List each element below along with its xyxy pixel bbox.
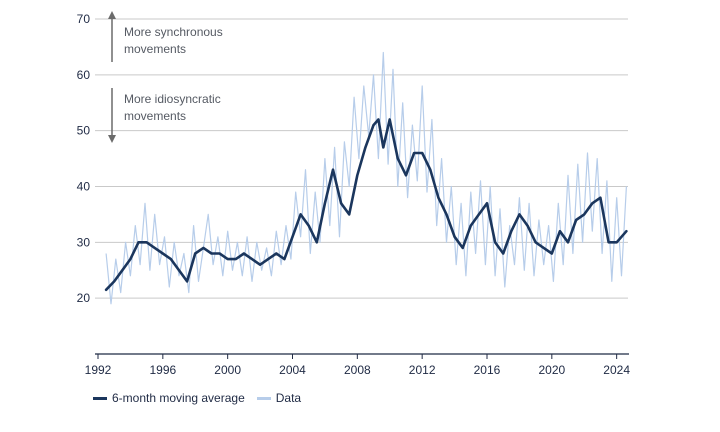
- x-tick-label-2016: 2016: [474, 363, 501, 377]
- down-arrowhead-icon: [108, 135, 116, 143]
- x-tick-label-2008: 2008: [344, 363, 371, 377]
- annotation-up-line-1: More synchronous: [124, 25, 223, 39]
- legend-swatch-moving-average: [93, 396, 107, 400]
- y-tick-label-30: 30: [77, 235, 91, 249]
- legend-swatch-data: [256, 396, 271, 400]
- x-tick-label-1996: 1996: [149, 363, 176, 377]
- y-tick-label-20: 20: [77, 291, 91, 305]
- legend-label-data: Data: [275, 391, 302, 405]
- series-line-moving-average: [104, 118, 628, 292]
- x-tick-label-2020: 2020: [538, 363, 565, 377]
- annotations: More synchronous movements More idiosync…: [108, 11, 223, 143]
- series-line-data: [105, 51, 627, 305]
- legend-item-data: Data: [256, 391, 302, 405]
- data-series: [105, 51, 627, 305]
- x-tick-label-2004: 2004: [279, 363, 306, 377]
- annotation-down-line-1: More idiosyncratic: [124, 92, 221, 106]
- legend-item-moving-average: 6-month moving average: [93, 391, 245, 405]
- annotation-down-line-2: movements: [124, 109, 186, 123]
- x-tick-label-1992: 1992: [85, 363, 112, 377]
- x-tick-label-2000: 2000: [214, 363, 241, 377]
- moving-average-series: [104, 118, 628, 292]
- y-tick-label-60: 60: [77, 68, 91, 82]
- y-tick-label-50: 50: [77, 124, 91, 138]
- y-tick-label-40: 40: [77, 180, 91, 194]
- x-tick-label-2024: 2024: [603, 363, 630, 377]
- y-tick-label-70: 70: [77, 12, 91, 26]
- x-tick-label-2012: 2012: [409, 363, 436, 377]
- legend-label-moving-average: 6-month moving average: [112, 391, 245, 405]
- x-axis-ticks: 1992 1996 2000 2004 2008 2012 2016 2020 2024: [85, 354, 630, 377]
- gridlines: [95, 18, 628, 299]
- up-arrowhead-icon: [108, 11, 116, 19]
- legend: 6-month moving average Data: [93, 391, 313, 405]
- y-axis-ticks: 20 30 40 50 60 70: [77, 12, 91, 305]
- annotation-up-line-2: movements: [124, 42, 186, 56]
